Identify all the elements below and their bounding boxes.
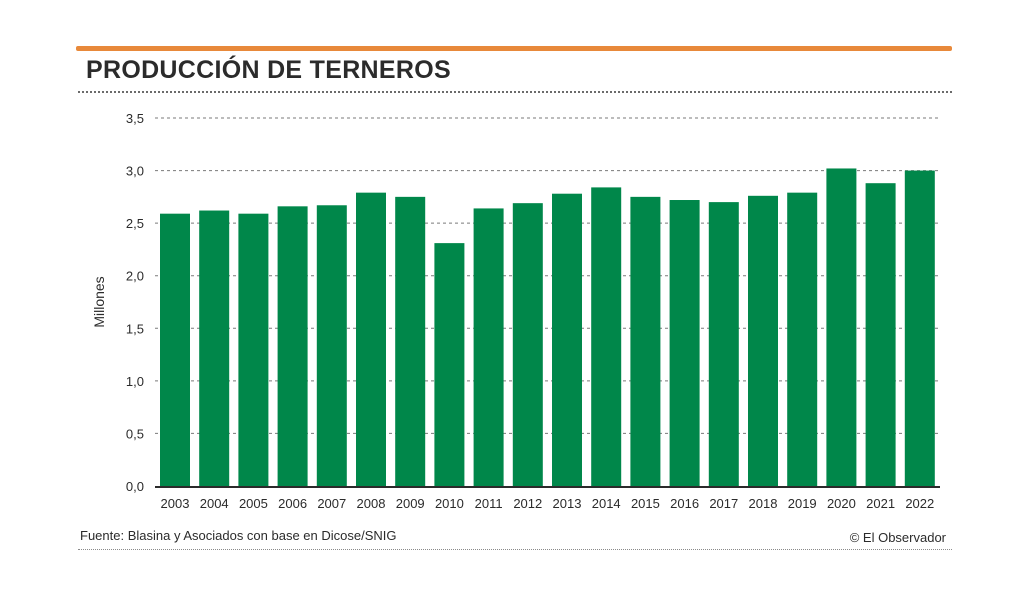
- gridlines: [155, 117, 940, 434]
- x-tick-label: 2017: [709, 496, 738, 511]
- bar-2007: [316, 205, 347, 487]
- bar-2018: [748, 195, 778, 486]
- x-tick-label: 2008: [357, 496, 386, 511]
- bar-2020: [826, 168, 857, 486]
- credit: © El Observador: [849, 530, 946, 545]
- title-divider: [78, 91, 952, 93]
- y-tick-label: 3,0: [126, 164, 144, 179]
- bar-2022: [904, 170, 935, 487]
- bar-2011: [473, 208, 504, 486]
- x-tick-label: 2022: [905, 496, 934, 511]
- bar-2017: [708, 202, 739, 486]
- bar-2016: [669, 200, 700, 487]
- y-axis-ticks: 0,0 0,5 1,0 1,5 2,0 2,5 3,0 3,5: [126, 111, 144, 494]
- bar-2003: [160, 213, 190, 486]
- x-tick-label: 2020: [827, 496, 856, 511]
- bar-2015: [630, 196, 661, 486]
- bar-2008: [356, 192, 386, 486]
- bar-2005: [238, 213, 269, 486]
- y-tick-label: 2,0: [126, 269, 144, 284]
- x-tick-label: 2019: [788, 496, 817, 511]
- bars: [160, 168, 935, 487]
- source-note: Fuente: Blasina y Asociados con base en …: [80, 528, 397, 543]
- y-tick-label: 2,5: [126, 216, 144, 231]
- x-tick-label: 2004: [200, 496, 229, 511]
- y-tick-label: 1,0: [126, 374, 144, 389]
- x-tick-label: 2021: [866, 496, 895, 511]
- bar-2019: [787, 192, 818, 486]
- footer-divider: [78, 549, 952, 550]
- bar-2012: [512, 203, 543, 486]
- x-tick-label: 2009: [396, 496, 425, 511]
- x-axis-ticks: 2003 2004 2005 2006 2007 2008 2009 2010 2011 2012…: [161, 496, 935, 511]
- x-tick-label: 2003: [161, 496, 190, 511]
- bar-2010: [434, 243, 465, 486]
- bar-2006: [277, 206, 308, 486]
- x-tick-label: 2006: [278, 496, 307, 511]
- x-tick-label: 2015: [631, 496, 660, 511]
- y-tick-label: 3,5: [126, 111, 144, 126]
- x-tick-label: 2013: [553, 496, 582, 511]
- y-tick-label: 1,5: [126, 321, 144, 336]
- x-tick-label: 2005: [239, 496, 268, 511]
- x-tick-label: 2016: [670, 496, 699, 511]
- y-tick-label: 0,0: [126, 479, 144, 494]
- bar-2009: [395, 196, 426, 486]
- y-axis-label: Millones: [91, 276, 107, 327]
- bar-2004: [199, 210, 230, 487]
- x-tick-label: 2014: [592, 496, 621, 511]
- bar-2021: [865, 183, 896, 486]
- bar-2013: [552, 193, 582, 486]
- x-tick-label: 2018: [749, 496, 778, 511]
- x-tick-label: 2011: [475, 496, 503, 511]
- x-tick-label: 2007: [317, 496, 346, 511]
- x-tick-label: 2010: [435, 496, 464, 511]
- chart-title: PRODUCCIÓN DE TERNEROS: [86, 56, 451, 84]
- top-accent-rule: [76, 46, 952, 51]
- y-tick-label: 0,5: [126, 426, 144, 441]
- x-tick-label: 2012: [513, 496, 542, 511]
- bar-2014: [591, 187, 622, 486]
